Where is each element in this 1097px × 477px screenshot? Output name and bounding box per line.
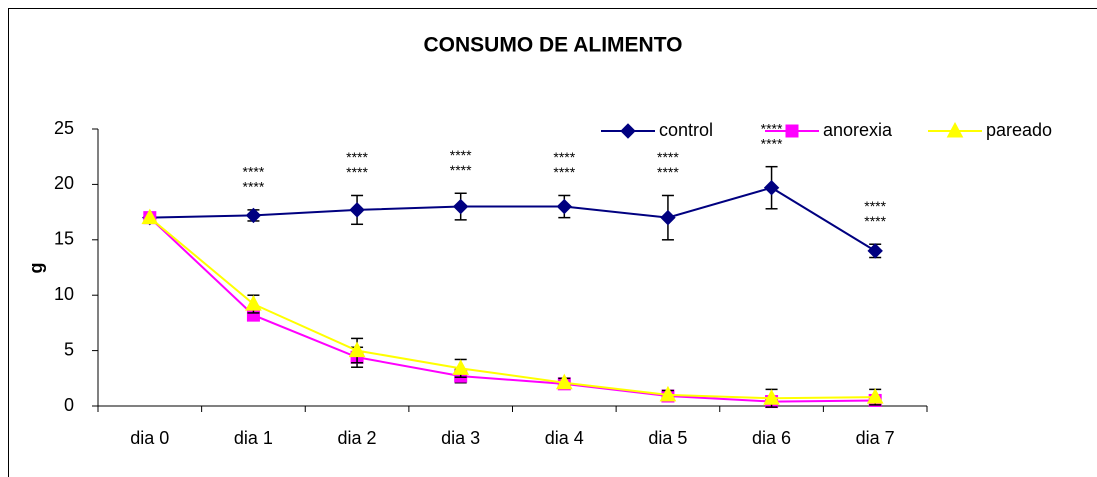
x-tick-label: dia 5 (648, 428, 687, 448)
marker (866, 388, 884, 404)
marker (245, 207, 262, 224)
marker (555, 373, 573, 390)
series-line (149, 186, 876, 252)
y-tick-label: 25 (54, 118, 74, 138)
marker (660, 209, 676, 226)
legend-label: pareado (986, 120, 1052, 140)
annotation: **** (346, 164, 368, 180)
marker (348, 341, 366, 358)
x-tick-label: dia 7 (856, 428, 895, 448)
y-tick-label: 0 (64, 395, 74, 415)
series-line (149, 216, 876, 403)
annotation: **** (450, 162, 472, 178)
x-tick-label: dia 0 (130, 428, 169, 448)
annotation: **** (657, 149, 679, 165)
y-tick-label: 5 (64, 339, 74, 359)
x-tick-label: dia 1 (234, 428, 273, 448)
legend-label: anorexia (823, 120, 893, 140)
chart-title: CONSUMO DE ALIMENTO (423, 34, 682, 57)
x-tick-label: dia 2 (338, 428, 377, 448)
legend-marker (620, 123, 636, 139)
y-tick-label: 20 (54, 173, 74, 193)
marker (763, 180, 780, 196)
annotation: **** (864, 198, 886, 214)
marker (349, 202, 365, 218)
legend-marker (946, 121, 964, 138)
x-tick-label: dia 4 (545, 428, 584, 448)
annotation: **** (450, 147, 472, 163)
annotation: **** (243, 164, 265, 180)
annotation: **** (346, 149, 368, 165)
annotation: **** (657, 164, 679, 180)
y-axis-label: g (26, 263, 46, 274)
legend-marker (785, 124, 799, 138)
x-tick-label: dia 3 (441, 428, 480, 448)
annotation: **** (553, 149, 575, 165)
annotation: **** (864, 213, 886, 229)
chart-frame (8, 8, 1097, 477)
legend-label: control (659, 120, 713, 140)
series-line (149, 216, 876, 400)
marker (556, 198, 573, 215)
marker (141, 208, 159, 225)
annotation: **** (553, 164, 575, 180)
y-tick-label: 15 (54, 229, 74, 249)
marker (452, 198, 469, 215)
marker (659, 385, 677, 402)
marker (452, 359, 470, 375)
y-tick-label: 10 (54, 284, 74, 304)
annotation: **** (761, 135, 783, 151)
annotation: **** (761, 120, 783, 136)
marker (763, 389, 780, 405)
marker (867, 243, 883, 259)
annotation: **** (243, 179, 265, 195)
marker (245, 295, 262, 311)
x-tick-label: dia 6 (752, 428, 791, 448)
